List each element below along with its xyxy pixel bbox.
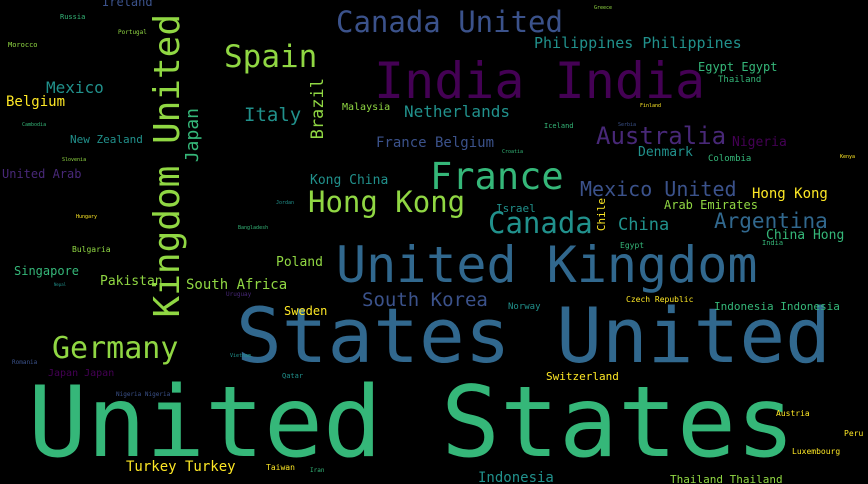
word-turkey-turkey: Turkey Turkey bbox=[126, 459, 236, 475]
word-croatia: Croatia bbox=[502, 149, 524, 155]
word-cambodia: Cambodia bbox=[22, 122, 47, 128]
word-singapore: Singapore bbox=[14, 264, 80, 278]
word-uruguay: Uruguay bbox=[226, 291, 252, 298]
word-italy: Italy bbox=[244, 104, 302, 126]
word-peru: Peru bbox=[844, 429, 864, 438]
word-portugal: Portugal bbox=[118, 29, 147, 36]
word-canada: Canada bbox=[488, 206, 593, 240]
word-germany: Germany bbox=[52, 331, 179, 366]
word-new-zealand: New Zealand bbox=[70, 133, 143, 146]
word-spain: Spain bbox=[224, 39, 318, 75]
word-russia: Russia bbox=[60, 13, 86, 21]
word-israel: Israel bbox=[496, 202, 536, 215]
word-kong-china: Kong China bbox=[310, 173, 389, 188]
word-hong-kong: Hong Kong bbox=[308, 185, 466, 219]
word-finland: Finland bbox=[640, 103, 662, 109]
word-canada-united: Canada United bbox=[336, 5, 563, 39]
word-nigeria: Nigeria bbox=[732, 135, 787, 150]
word-japan-japan: Japan Japan bbox=[48, 368, 115, 379]
word-philippines-philippines: Philippines Philippines bbox=[534, 34, 742, 52]
word-qatar: Qatar bbox=[282, 372, 304, 380]
word-nigeria-nigeria: Nigeria Nigeria bbox=[116, 391, 171, 398]
word-nepal: Nepal bbox=[54, 282, 67, 287]
word-malaysia: Malaysia bbox=[342, 102, 391, 113]
word-iceland: Iceland bbox=[544, 122, 574, 130]
word-china-hong: China Hong bbox=[766, 228, 845, 243]
word-serbia: Serbia bbox=[618, 122, 637, 128]
word-argentina: Argentina bbox=[714, 209, 828, 233]
word-slovenia: Slovenia bbox=[62, 157, 87, 163]
word-south-africa: South Africa bbox=[186, 277, 288, 293]
word-thailand-thailand: Thailand Thailand bbox=[670, 473, 783, 484]
word-australia: Australia bbox=[596, 122, 727, 150]
word-egypt: Egypt bbox=[620, 241, 645, 250]
word-egypt-egypt: Egypt Egypt bbox=[698, 60, 778, 74]
word-india-india: India India bbox=[374, 52, 706, 110]
word-indonesia-indonesia: Indonesia Indonesia bbox=[714, 300, 840, 313]
word-hong-kong-small: Hong Kong bbox=[752, 186, 828, 202]
word-mexico-united: Mexico United bbox=[580, 177, 737, 201]
word-sweden: Sweden bbox=[284, 304, 328, 318]
word-arab-emirates: Arab Emirates bbox=[664, 198, 758, 212]
word-china: China bbox=[618, 215, 670, 235]
word-netherlands: Netherlands bbox=[404, 102, 510, 121]
word-poland: Poland bbox=[276, 255, 323, 270]
word-belgium: Belgium bbox=[6, 94, 66, 110]
word-luxembourg: Luxembourg bbox=[792, 447, 841, 456]
word-romania: Romania bbox=[12, 359, 38, 366]
word-morocco: Morocco bbox=[8, 41, 38, 49]
word-taiwan: Taiwan bbox=[266, 463, 295, 472]
word-chile: Chile bbox=[595, 198, 608, 232]
word-bulgaria: Bulgaria bbox=[72, 245, 111, 254]
word-norway: Norway bbox=[508, 302, 541, 312]
word-france: France bbox=[430, 155, 564, 198]
word-iran: Iran bbox=[310, 467, 325, 474]
word-united-arab: United Arab bbox=[2, 167, 82, 181]
word-united-kingdom: United Kingdom bbox=[336, 236, 758, 294]
word-greece: Greece bbox=[594, 5, 613, 11]
word-jordan: Jordan bbox=[276, 200, 295, 206]
word-south-korea: South Korea bbox=[362, 289, 488, 311]
word-czech-republic: Czech Republic bbox=[626, 295, 694, 304]
word-thailand: Thailand bbox=[718, 75, 762, 85]
word-brazil: Brazil bbox=[308, 78, 328, 140]
word-hungary: Hungary bbox=[76, 214, 98, 220]
word-austria: Austria bbox=[776, 409, 810, 418]
word-france-belgium: France Belgium bbox=[376, 135, 495, 151]
word-united-states: United States bbox=[28, 366, 796, 480]
word-vietnam: Vietnam bbox=[230, 353, 252, 359]
word-kingdom-united: Kingdom United bbox=[147, 14, 188, 318]
word-mexico: Mexico bbox=[46, 78, 104, 97]
word-denmark: Denmark bbox=[638, 145, 693, 160]
word-ireland: Ireland bbox=[102, 0, 153, 9]
word-pakistan: Pakistan bbox=[100, 274, 163, 289]
word-kenya: Kenya bbox=[840, 154, 856, 160]
word-states-united: States United bbox=[236, 291, 831, 380]
word-bangladesh: Bangladesh bbox=[238, 225, 269, 231]
word-indonesia: Indonesia bbox=[478, 470, 554, 484]
word-india: India bbox=[762, 239, 784, 247]
word-colombia: Colombia bbox=[708, 154, 752, 164]
word-switzerland: Switzerland bbox=[546, 370, 619, 383]
word-japan: Japan bbox=[182, 108, 203, 163]
